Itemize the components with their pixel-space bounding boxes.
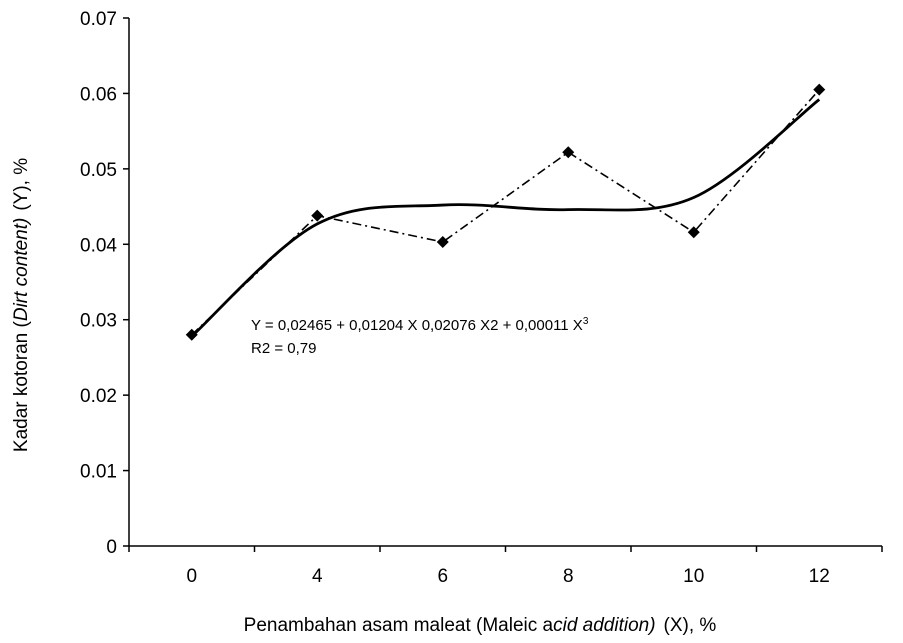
y-tick-label: 0.06	[80, 84, 117, 105]
y-tick-label: 0.02	[80, 386, 117, 407]
x-tick-label: 8	[563, 566, 574, 587]
y-axis-title: Kadar kotoran (Dirt content)(Y), %	[11, 158, 32, 452]
data-point-marker	[311, 209, 324, 222]
fit-curve	[190, 98, 821, 338]
axes	[123, 17, 883, 552]
x-tick-label: 12	[809, 566, 830, 587]
x-tick-label: 0	[186, 566, 197, 587]
y-tick-label: 0.01	[80, 462, 117, 483]
y-tick-label: 0	[106, 537, 117, 558]
data-point-marker	[185, 328, 198, 341]
x-tick-label: 6	[437, 566, 448, 587]
x-tick-label: 4	[312, 566, 323, 587]
series-layer	[185, 83, 826, 341]
r2-text: R2 = 0,79	[251, 340, 316, 357]
y-tick-labels: 0 0.01 0.02 0.03 0.04 0.05 0.06 0.07	[80, 9, 117, 558]
observed-series-line	[191, 89, 820, 336]
data-point-marker	[687, 226, 700, 239]
equation-text: Y = 0,02465 + 0,01204 X 0,02076 X2 + 0,0…	[251, 316, 589, 334]
equation-superscript: 3	[583, 316, 589, 327]
y-tick-label: 0.03	[80, 311, 117, 332]
data-point-marker	[436, 236, 449, 249]
data-point-marker	[562, 146, 575, 159]
data-point-marker	[813, 83, 826, 96]
y-tick-label: 0.04	[80, 235, 117, 256]
x-tick-labels: 0 4 6 8 10 12	[186, 566, 829, 587]
y-tick-label: 0.05	[80, 160, 117, 181]
x-tick-label: 10	[683, 566, 704, 587]
y-tick-label: 0.07	[80, 9, 117, 30]
x-axis-title: Penambahan asam maleat (Maleic acid addi…	[244, 615, 717, 636]
